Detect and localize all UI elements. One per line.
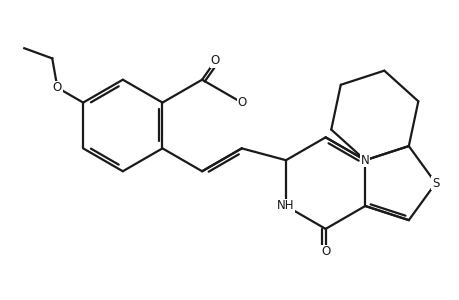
Text: O: O bbox=[53, 81, 62, 94]
Text: O: O bbox=[320, 245, 330, 258]
Text: O: O bbox=[237, 96, 246, 109]
Text: S: S bbox=[431, 177, 438, 190]
Text: N: N bbox=[360, 154, 369, 167]
Text: NH: NH bbox=[277, 200, 294, 212]
Text: O: O bbox=[210, 54, 219, 68]
